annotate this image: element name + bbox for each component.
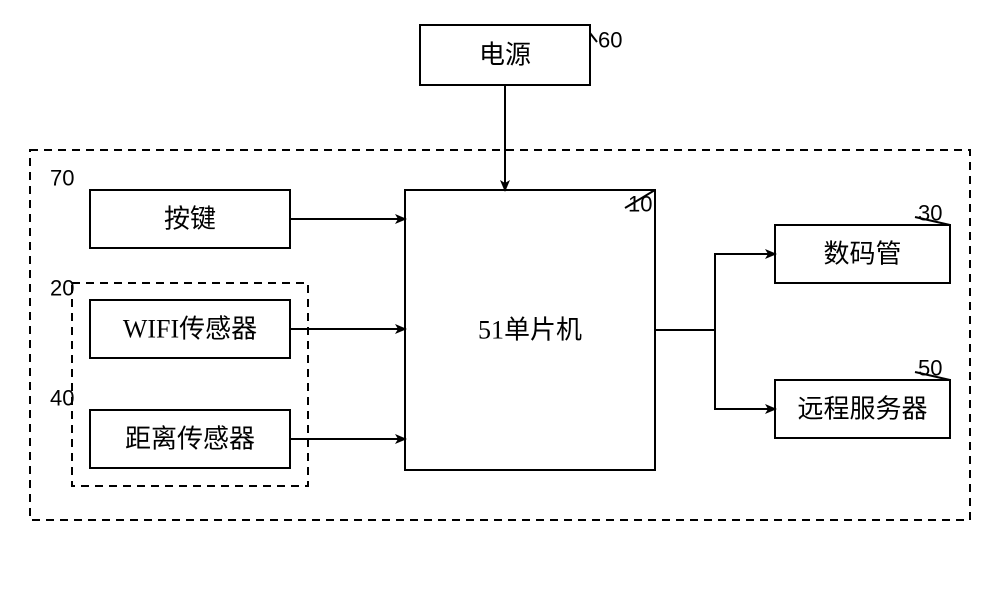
edge-mcu-server [655, 330, 775, 409]
node-button: 按键 70 [50, 166, 290, 249]
svg-text:数码管: 数码管 [823, 240, 901, 269]
node-wifi: WIFI传感器 20 [50, 276, 290, 359]
svg-text:远程服务器: 远程服务器 [797, 395, 927, 424]
node-server: 远程服务器 50 [775, 356, 950, 439]
svg-text:60: 60 [598, 28, 622, 53]
svg-text:距离传感器: 距离传感器 [125, 425, 255, 454]
svg-text:电源: 电源 [479, 41, 531, 70]
svg-text:51单片机: 51单片机 [478, 316, 582, 345]
leader-power [590, 33, 597, 42]
node-power: 电源 60 [420, 25, 622, 85]
svg-text:按键: 按键 [164, 205, 216, 234]
node-dist: 距离传感器 40 [50, 386, 290, 469]
svg-text:70: 70 [50, 166, 74, 191]
svg-text:20: 20 [50, 276, 74, 301]
node-mcu: 51单片机 10 [405, 190, 655, 470]
edge-mcu-disp [655, 254, 775, 330]
node-disp: 数码管 30 [775, 201, 950, 284]
svg-text:40: 40 [50, 386, 74, 411]
svg-text:WIFI传感器: WIFI传感器 [123, 315, 257, 344]
